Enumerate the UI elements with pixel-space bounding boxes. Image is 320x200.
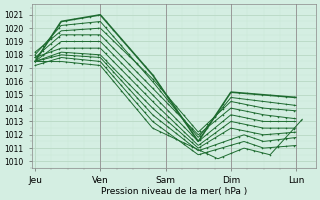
X-axis label: Pression niveau de la mer( hPa ): Pression niveau de la mer( hPa ) bbox=[101, 187, 247, 196]
